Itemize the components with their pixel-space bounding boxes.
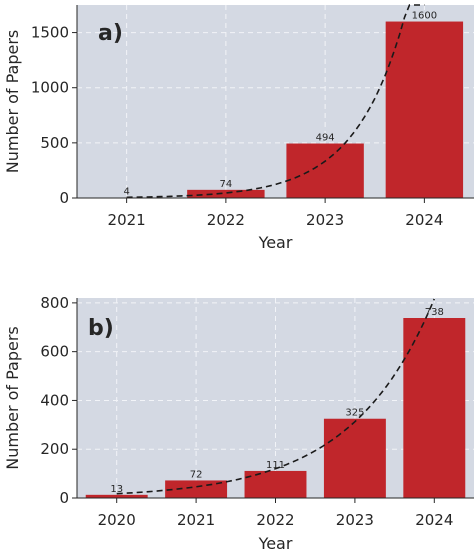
bar-2023 bbox=[286, 143, 364, 198]
x-tick-label: 2021 bbox=[177, 511, 215, 529]
x-axis-title: Year bbox=[258, 233, 293, 252]
y-tick-label: 200 bbox=[40, 440, 69, 458]
data-label-2022: 111 bbox=[266, 460, 285, 471]
y-tick-label: 600 bbox=[40, 343, 69, 361]
trend-line bbox=[116, 298, 436, 495]
x-tick-label: 2020 bbox=[98, 511, 136, 529]
x-tick-label: 2024 bbox=[415, 511, 453, 529]
x-tick-label: 2024 bbox=[405, 211, 443, 229]
data-label-2023: 494 bbox=[316, 133, 335, 144]
y-axis-title: Number of Papers bbox=[3, 326, 22, 470]
x-axis-title: Year bbox=[258, 534, 293, 553]
bar-2023 bbox=[323, 418, 386, 498]
x-tick-label: 2022 bbox=[207, 211, 245, 229]
data-label-2024: 738 bbox=[425, 307, 444, 318]
y-tick-label: 1000 bbox=[31, 79, 69, 97]
x-tick-label: 2023 bbox=[306, 211, 344, 229]
y-tick-label: 0 bbox=[59, 489, 69, 507]
chart-panel-b: 13 72 111 325 738 0 200 400 600 800 2020 2021 2022 20… bbox=[3, 294, 474, 553]
y-tick-label: 800 bbox=[40, 294, 69, 312]
data-label-2024: 1600 bbox=[412, 11, 437, 22]
chart-panel-a: 4 74 494 1600 0 500 1000 1500 2021 2022 2023 2024 Ye… bbox=[3, 4, 474, 252]
y-tick-label: 1500 bbox=[31, 24, 69, 42]
bar-2020 bbox=[85, 494, 148, 498]
data-label-2023: 325 bbox=[345, 408, 364, 419]
panel-label: b) bbox=[88, 316, 114, 341]
data-label-2021: 4 bbox=[123, 187, 129, 198]
y-axis-title: Number of Papers bbox=[3, 30, 22, 174]
data-label-2022: 74 bbox=[220, 179, 233, 190]
panel-label: a) bbox=[98, 21, 123, 46]
data-label-2020: 13 bbox=[110, 484, 123, 495]
y-tick-label: 0 bbox=[59, 189, 69, 207]
y-tick-label: 400 bbox=[40, 391, 69, 409]
bar-2022 bbox=[244, 470, 307, 498]
bar-2024 bbox=[403, 318, 466, 498]
x-tick-label: 2022 bbox=[256, 511, 294, 529]
bar-2024 bbox=[385, 21, 464, 198]
x-tick-label: 2023 bbox=[336, 511, 374, 529]
bar-2022 bbox=[187, 189, 265, 198]
y-tick-label: 500 bbox=[40, 134, 69, 152]
data-label-2021: 72 bbox=[190, 469, 203, 480]
trend-line bbox=[126, 4, 425, 199]
x-tick-label: 2021 bbox=[108, 211, 146, 229]
